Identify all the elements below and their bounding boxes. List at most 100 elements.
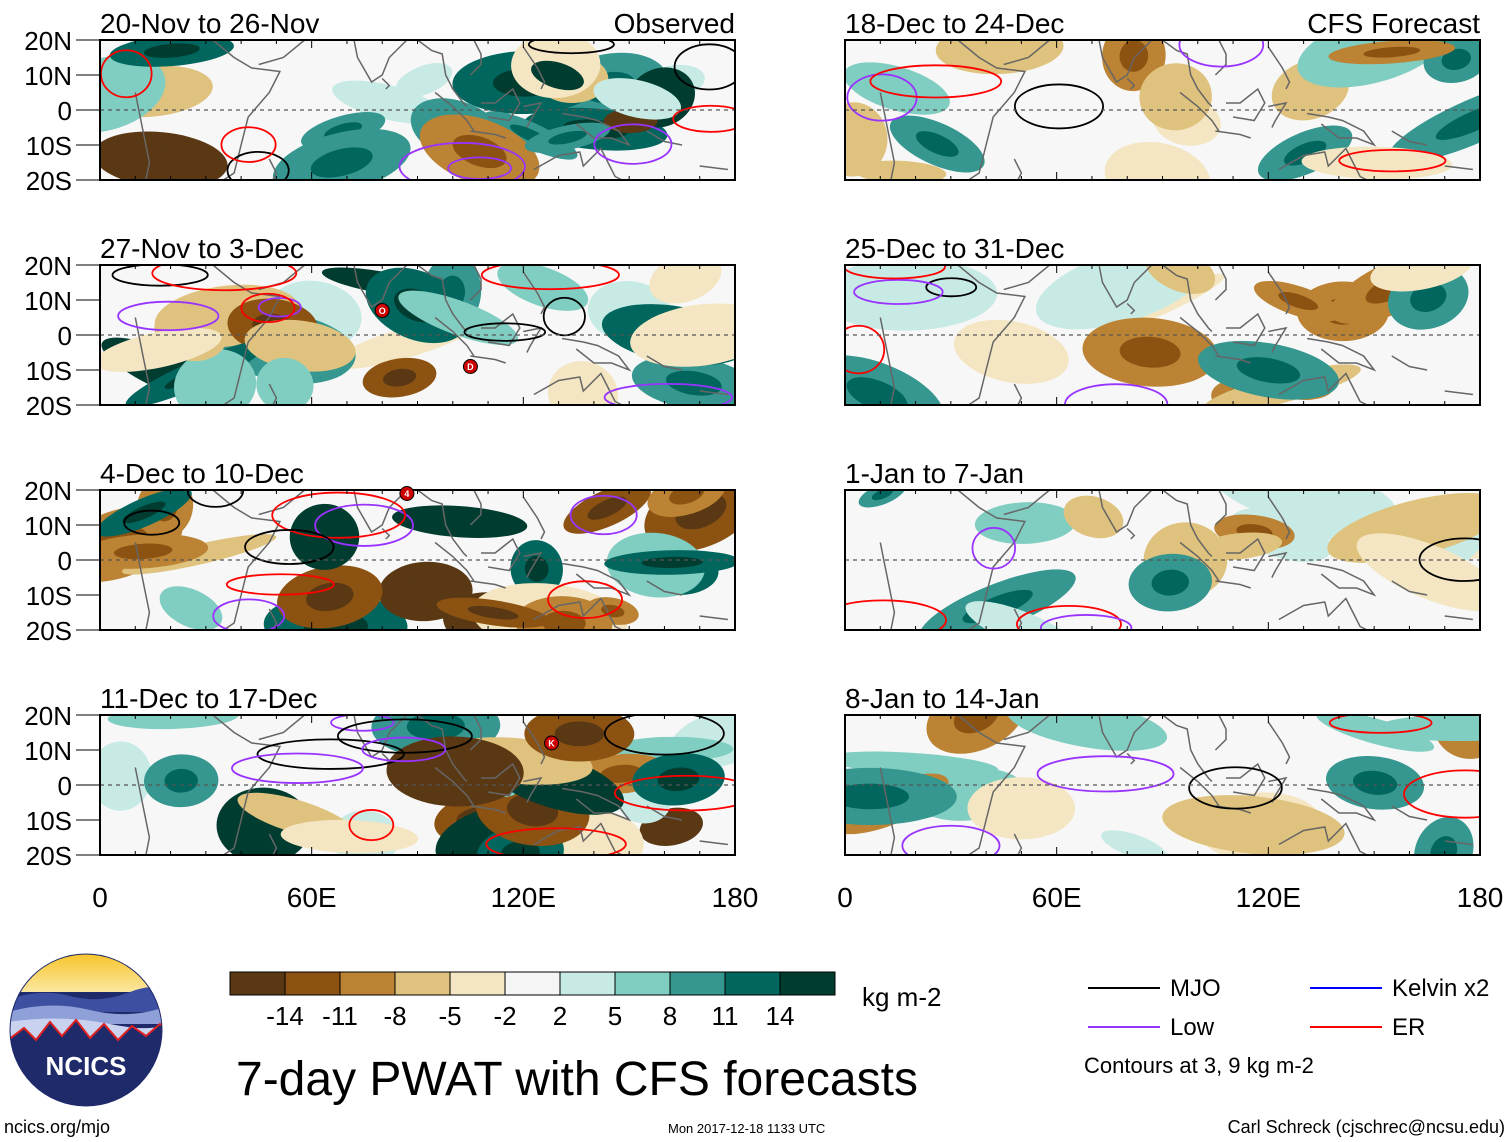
wave-contour — [212, 598, 286, 630]
colorbar-label: -5 — [438, 1001, 461, 1031]
coastlines — [879, 715, 1473, 855]
wave-contour — [256, 738, 405, 770]
anomaly-blob — [974, 502, 1076, 544]
ncics-logo: NCICS — [9, 953, 163, 1107]
lat-tick-label: 0 — [58, 321, 72, 351]
anomaly-core — [1410, 283, 1447, 312]
coastline-segment — [561, 787, 632, 822]
wave-contour — [485, 827, 627, 855]
coastline-segment — [1444, 165, 1473, 171]
anomaly-core — [915, 131, 959, 157]
lon-tick-label: 180 — [1457, 882, 1504, 913]
coastline-segment — [268, 383, 278, 405]
coastline-segment — [1214, 265, 1227, 301]
anomaly-core — [1119, 336, 1181, 368]
pwat-anomaly-field — [845, 715, 1480, 855]
colorbar-label: -11 — [322, 1001, 358, 1031]
storm-label: D — [467, 362, 474, 372]
lat-tick-label: 10N — [24, 511, 72, 541]
lon-tick-label: 120E — [491, 882, 556, 913]
coastline-segment — [1126, 302, 1136, 315]
anomaly-core — [845, 783, 910, 810]
coastline-segment — [1077, 490, 1153, 534]
coastline-segment — [332, 40, 408, 84]
coastline-segment — [258, 715, 306, 741]
coastline-segment — [1267, 721, 1291, 765]
coastline-segment — [1226, 87, 1266, 122]
anomaly-core — [1363, 46, 1421, 58]
wave-contours — [111, 265, 733, 405]
legend-label-low: Low — [1170, 1014, 1215, 1041]
coastline-segment — [879, 767, 896, 855]
panel-title: 20-Nov to 26-Nov — [100, 8, 319, 39]
coastline-segment — [434, 316, 475, 357]
lat-tick-label: 10N — [24, 61, 72, 91]
coastline-segment — [699, 165, 728, 171]
colorbar-swatch — [394, 971, 451, 996]
coastline-segment — [1267, 496, 1291, 540]
anomaly-core — [600, 764, 643, 783]
legend-label-mjo: MJO — [1170, 975, 1221, 1002]
anomaly-blob — [854, 160, 947, 180]
lat-tick-label: 10S — [26, 131, 72, 161]
coastline-segment — [699, 390, 728, 396]
coastline-segment — [879, 542, 896, 630]
anomaly-blob — [398, 290, 518, 345]
coastline-segment — [1278, 597, 1368, 630]
wave-contours — [845, 526, 1480, 630]
anomaly-core — [524, 555, 549, 582]
anomaly-core — [404, 578, 447, 605]
anomaly-blob — [1356, 533, 1480, 612]
wave-contour — [603, 715, 725, 756]
anomaly-core — [382, 368, 417, 387]
panel-title: 18-Dec to 24-Dec — [845, 8, 1064, 39]
wave-contour — [330, 715, 395, 732]
anomaly-core — [657, 818, 686, 836]
coastline-segment — [699, 615, 728, 621]
coastline-segment — [481, 312, 521, 347]
colorbar-swatch — [779, 971, 836, 996]
anomaly-blob — [1101, 830, 1168, 855]
site-link[interactable]: ncics.org/mjo — [4, 1117, 110, 1137]
storm-label: K — [548, 739, 555, 749]
wave-contour — [547, 580, 623, 619]
anomaly-core — [122, 501, 166, 524]
coastline-segment — [1267, 271, 1291, 315]
anomaly-core — [130, 147, 191, 173]
wave-contour — [1178, 40, 1265, 68]
wave-contours — [846, 40, 1447, 173]
coastline-segment — [1444, 390, 1473, 396]
coastline-segment — [1444, 615, 1473, 621]
map-panel: 8-Jan to 14-Jan 0 60E 120E 180 — [837, 683, 1504, 913]
wave-contour — [220, 126, 277, 163]
anomaly-core — [424, 755, 486, 788]
contour-note: Contours at 3, 9 kg m-2 — [1084, 1053, 1314, 1078]
lat-tick-label: 20N — [24, 476, 72, 506]
storm-marker: D — [462, 359, 478, 374]
anomaly-core — [669, 490, 705, 505]
wave-contour — [1403, 769, 1480, 819]
colorbar-label: -8 — [383, 1001, 406, 1031]
colorbar-label: 8 — [663, 1001, 677, 1031]
anomaly-blob — [100, 741, 152, 811]
coastline-segment — [1013, 158, 1023, 180]
lat-tick-label: 10N — [24, 736, 72, 766]
author-credit: Carl Schreck (cjschrec@ncsu.edu) — [1228, 1117, 1505, 1137]
wave-contour — [1039, 614, 1133, 630]
anomaly-blob — [244, 319, 356, 372]
coastline-segment — [481, 537, 521, 572]
coastline-segment — [879, 317, 896, 405]
lat-tick-label: 20S — [26, 391, 72, 421]
anomaly-blob — [593, 78, 681, 120]
coastline-segment — [1003, 715, 1051, 741]
coastline-segment — [1391, 805, 1428, 821]
wave-contour — [336, 718, 473, 754]
wave-contour — [226, 150, 290, 180]
wave-contour — [123, 509, 181, 536]
anomaly-core — [1352, 770, 1398, 795]
wave-contours — [100, 40, 735, 180]
wave-contour — [244, 529, 335, 565]
anomaly-core — [164, 768, 198, 793]
coastline-segment — [1214, 40, 1227, 76]
anomaly-blob — [1316, 715, 1435, 752]
